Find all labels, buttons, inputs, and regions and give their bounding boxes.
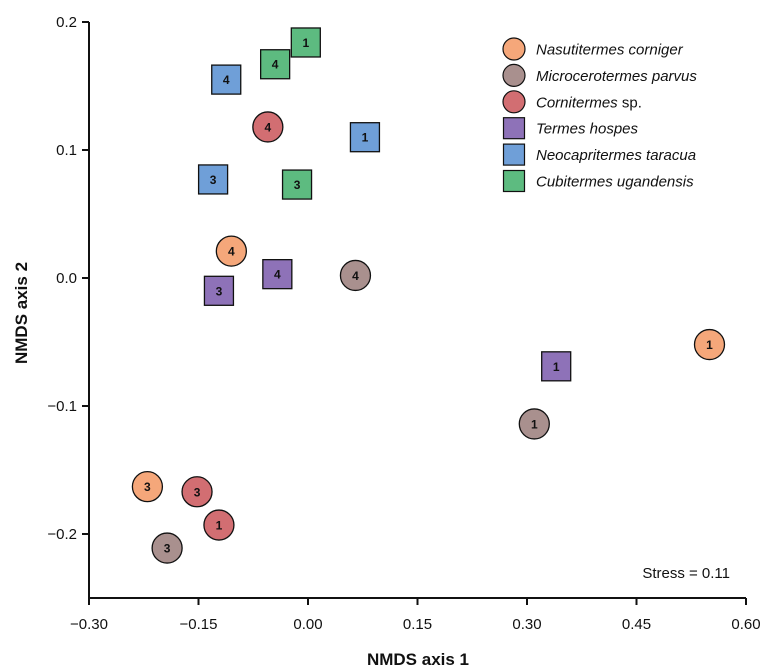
x-tick-label: 0.30 xyxy=(512,616,541,633)
data-points: 1 3 4 1 3 4 1 3 4 1 3 4 1 3 4 1 3 4 xyxy=(131,27,726,564)
point-label: 1 xyxy=(706,338,713,352)
legend-item-microcerotermes-parvus: Microcerotermes parvus xyxy=(502,63,697,88)
point-label: 1 xyxy=(302,36,309,50)
legend-marker-circle xyxy=(502,63,526,88)
point-label: 3 xyxy=(164,542,171,556)
point-microcerotermes-parvus-4: 4 xyxy=(339,259,372,292)
point-nasutitermes-corniger-3: 3 xyxy=(131,470,164,503)
point-termes-hospes-4: 4 xyxy=(262,259,293,290)
point-cornitermes-sp-4: 4 xyxy=(252,111,284,143)
point-cornitermes-sp-3: 3 xyxy=(181,476,213,508)
legend-label: Cubitermes ugandensis xyxy=(536,174,694,191)
point-label: 3 xyxy=(294,178,301,192)
x-tick-label: 0.60 xyxy=(731,616,760,633)
legend-label: Nasutitermes corniger xyxy=(536,42,684,59)
x-tick-label: 0.45 xyxy=(622,616,651,633)
y-tick-label: −0.1 xyxy=(47,398,77,415)
point-label: 4 xyxy=(272,58,279,72)
legend-marker-circle xyxy=(502,90,526,114)
y-axis-title: NMDS axis 2 xyxy=(12,262,31,364)
point-marker-circle xyxy=(151,532,183,564)
point-marker-circle xyxy=(215,235,248,267)
point-neocapritermes-taracua-4: 4 xyxy=(211,64,242,95)
point-marker-circle xyxy=(693,328,726,361)
legend-item-neocapritermes-taracua: Neocapritermes taracua xyxy=(502,143,696,166)
point-label: 1 xyxy=(531,417,538,431)
legend-marker-square xyxy=(502,117,526,140)
y-tick-label: −0.2 xyxy=(47,526,77,543)
x-axis-title: NMDS axis 1 xyxy=(367,650,469,669)
legend-label: Microcerotermes parvus xyxy=(536,68,697,85)
y-tick-label: 0.1 xyxy=(56,142,77,159)
point-termes-hospes-3: 3 xyxy=(203,275,235,306)
point-label: 4 xyxy=(228,245,235,259)
y-tick-label: 0.0 xyxy=(56,270,77,287)
point-label: 4 xyxy=(274,268,281,282)
point-neocapritermes-taracua-1: 1 xyxy=(349,122,381,153)
x-tick-label: 0.15 xyxy=(403,616,432,633)
point-marker-circle xyxy=(339,259,372,292)
point-label: 4 xyxy=(265,120,272,134)
point-marker-circle xyxy=(252,111,284,143)
point-marker-square xyxy=(203,275,235,306)
x-tick-label: −0.15 xyxy=(180,616,218,633)
axes: −0.30 −0.15 0.00 0.15 0.30 0.45 0.60 −0.2 −0.1 0.… xyxy=(47,14,760,633)
point-label: 1 xyxy=(362,131,369,145)
point-marker-circle xyxy=(131,470,164,503)
legend-marker-circle xyxy=(502,37,526,61)
stress-annotation: Stress = 0.11 xyxy=(642,565,730,582)
point-label: 3 xyxy=(144,480,151,494)
legend: Nasutitermes corniger Microcerotermes par… xyxy=(502,37,697,193)
legend-item-nasutitermes-corniger: Nasutitermes corniger xyxy=(502,37,684,61)
legend-label: Cornitermes sp. xyxy=(536,94,642,111)
legend-marker-square xyxy=(502,143,526,166)
legend-item-cubitermes-ugandensis: Cubitermes ugandensis xyxy=(502,169,694,193)
point-marker-circle xyxy=(518,408,550,440)
x-tick-label: 0.00 xyxy=(293,616,322,633)
point-marker-square xyxy=(262,259,293,290)
point-marker-square xyxy=(197,164,229,195)
point-marker-square xyxy=(541,351,572,382)
point-cornitermes-sp-1: 1 xyxy=(203,509,235,541)
point-cubitermes-ugandensis-4: 4 xyxy=(259,49,291,80)
legend-label: Neocapritermes taracua xyxy=(536,147,696,164)
point-microcerotermes-parvus-3: 3 xyxy=(151,532,183,564)
point-microcerotermes-parvus-1: 1 xyxy=(518,408,550,440)
point-cubitermes-ugandensis-1: 1 xyxy=(290,27,321,58)
y-tick-label: 0.2 xyxy=(56,14,77,31)
legend-item-termes-hospes: Termes hospes xyxy=(502,117,638,140)
point-cubitermes-ugandensis-3: 3 xyxy=(281,169,313,200)
point-marker-square xyxy=(211,64,242,95)
point-neocapritermes-taracua-3: 3 xyxy=(197,164,229,195)
point-nasutitermes-corniger-4: 4 xyxy=(215,235,248,267)
x-tick-label: −0.30 xyxy=(70,616,108,633)
point-marker-square xyxy=(281,169,313,200)
legend-marker-square xyxy=(502,169,526,193)
point-label: 3 xyxy=(216,284,223,298)
point-marker-square xyxy=(349,122,381,153)
point-nasutitermes-corniger-1: 1 xyxy=(693,328,726,361)
point-marker-circle xyxy=(203,509,235,541)
point-label: 3 xyxy=(210,173,217,187)
point-termes-hospes-1: 1 xyxy=(541,351,572,382)
point-label: 4 xyxy=(352,269,359,283)
point-marker-square xyxy=(259,49,291,80)
point-label: 1 xyxy=(553,360,560,374)
legend-item-cornitermes-sp: Cornitermes sp. xyxy=(502,90,642,114)
point-marker-circle xyxy=(181,476,213,508)
legend-label: Termes hospes xyxy=(536,121,638,138)
point-label: 1 xyxy=(216,519,223,533)
point-label: 4 xyxy=(223,73,230,87)
point-label: 3 xyxy=(194,485,201,499)
point-marker-square xyxy=(290,27,321,58)
